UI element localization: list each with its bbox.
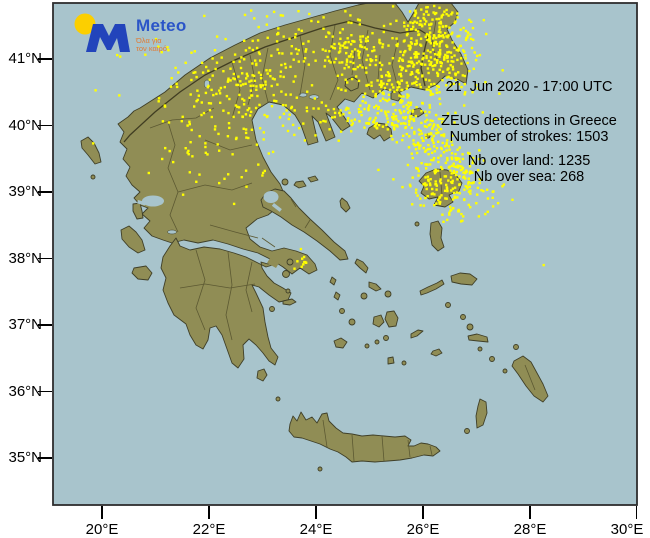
timestamp-text: 21 Jun 2020 - 17:00 UTC	[445, 79, 613, 95]
logo-tagline-line2: τον καιρό	[136, 44, 167, 53]
island-samos	[450, 272, 478, 286]
corinth-isthmus	[267, 258, 279, 268]
lat-tick-38n	[38, 257, 52, 260]
lon-tick-22e	[208, 506, 210, 519]
map-frame	[52, 2, 638, 506]
island-santorini	[387, 356, 395, 365]
island-skiathos	[281, 178, 289, 186]
island-limnos	[366, 122, 393, 142]
strike-dots-layer	[92, 4, 545, 270]
lon-label-26e: 26°E	[406, 521, 440, 538]
island-amorgos	[410, 329, 424, 339]
island-chios	[429, 220, 445, 252]
logo-wordmark: Meteo	[136, 16, 187, 35]
meteo-logo-mark	[74, 13, 130, 52]
strokes-count-text: Number of strokes: 1503	[449, 128, 609, 145]
pagasetic-gulf	[263, 191, 279, 203]
lon-tick-20e	[101, 506, 103, 519]
island-hydra	[282, 298, 297, 306]
lon-tick-30e	[635, 506, 637, 519]
lat-tick-39n	[38, 191, 52, 193]
lon-label-30e: 30°E	[610, 521, 644, 538]
island-karpathos	[475, 398, 488, 429]
logo-sun-dot-icon	[74, 13, 96, 35]
detections-title: ZEUS detections in Greece	[441, 113, 617, 129]
island-kythira	[256, 368, 268, 382]
lon-label-20e: 20°E	[85, 521, 119, 538]
island-kos	[467, 333, 489, 343]
logo-m-icon	[86, 24, 130, 52]
island-alonissos	[307, 175, 319, 183]
island-syros	[360, 292, 368, 300]
island-skyros	[339, 197, 351, 213]
island-aegina	[282, 270, 290, 278]
island-andros	[354, 258, 369, 274]
island-milos	[333, 337, 348, 349]
lake-trichonida	[167, 229, 177, 235]
lat-label-41n: 41°N	[8, 50, 42, 67]
island-kea	[329, 276, 337, 286]
lon-tick-28e	[529, 506, 531, 519]
lat-tick-36n	[38, 390, 52, 393]
logo-tagline-line1: Όλα για	[136, 36, 162, 45]
island-rhodes	[511, 355, 549, 403]
lat-label-37n: 37°N	[8, 316, 42, 333]
lon-label-22e: 22°E	[192, 521, 226, 538]
lat-label-35n: 35°N	[8, 449, 42, 466]
ambracian-gulf	[142, 195, 164, 207]
gulfs-and-lakes	[137, 79, 320, 235]
lon-label-24e: 24°E	[299, 521, 333, 538]
island-thasos	[344, 76, 360, 92]
islands-group	[80, 76, 549, 472]
lon-tick-26e	[422, 506, 424, 519]
island-skopelos	[293, 180, 307, 189]
island-euboea	[260, 188, 349, 261]
lat-label-39n: 39°N	[8, 183, 42, 200]
lat-label-38n: 38°N	[8, 249, 42, 267]
lat-label-40n: 40°N	[8, 116, 42, 134]
logo-tagline: Όλα για τον καιρό	[136, 37, 167, 53]
island-kythnos	[333, 291, 341, 301]
island-crete	[288, 411, 441, 463]
island-naxos	[384, 310, 399, 328]
lake-koronia	[298, 92, 308, 98]
lat-label-36n: 36°N	[8, 382, 42, 400]
land-count-text: Nb over land: 1235	[467, 153, 591, 169]
lat-tick-40n	[38, 124, 52, 127]
sea-count-text: Nb over sea: 268	[473, 168, 585, 185]
island-paros	[372, 314, 385, 328]
island-kefalonia	[120, 225, 146, 254]
island-mykonos	[384, 290, 392, 298]
lat-tick-37n	[38, 324, 52, 326]
island-ikaria	[419, 279, 445, 296]
lon-label-28e: 28°E	[513, 521, 547, 538]
lat-tick-35n	[38, 457, 52, 459]
lon-tick-24e	[315, 506, 317, 519]
lat-tick-41n	[38, 58, 52, 60]
island-corfu	[80, 136, 102, 165]
island-zakynthos	[131, 265, 153, 281]
island-tinos	[368, 281, 382, 292]
island-astypalaia	[430, 348, 443, 357]
admin-boundaries	[149, 19, 536, 462]
